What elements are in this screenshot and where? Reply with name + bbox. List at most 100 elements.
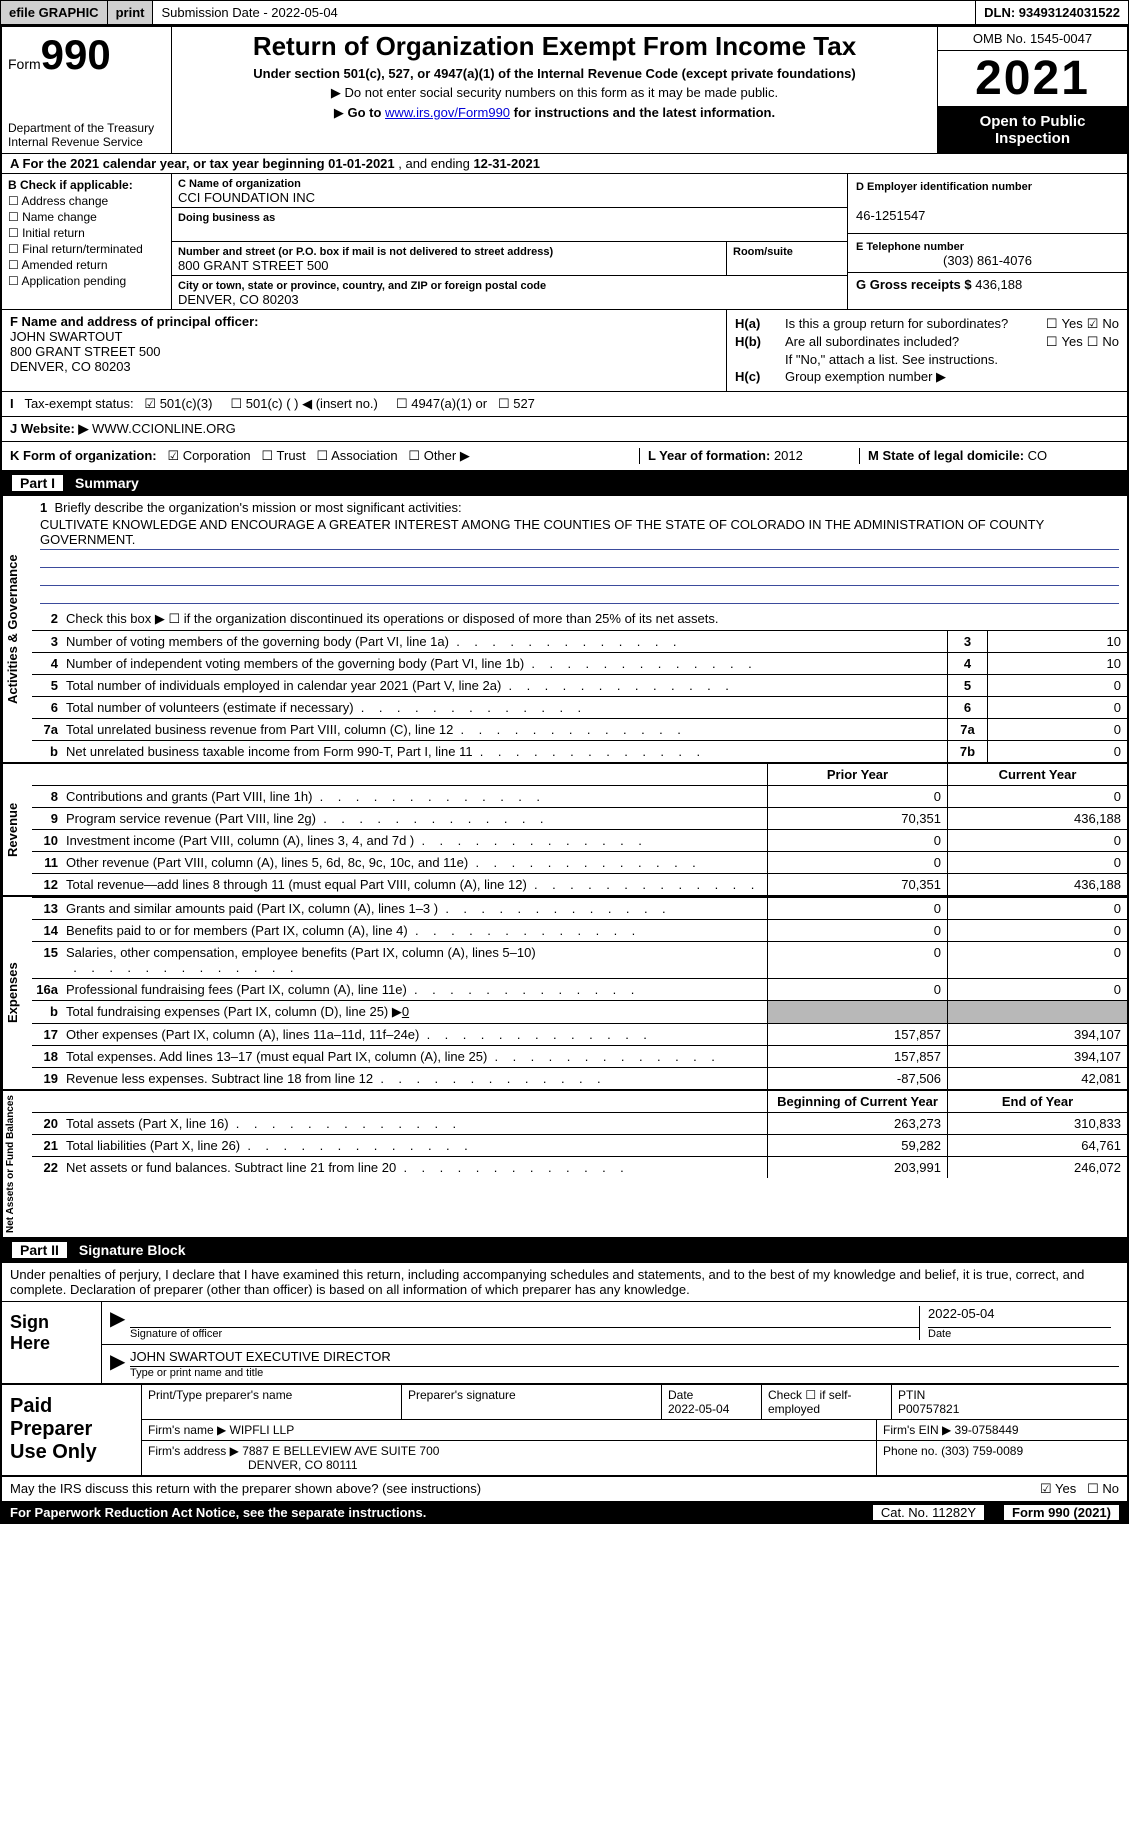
submission-date: Submission Date - 2022-05-04: [153, 1, 976, 24]
chk-other[interactable]: Other ▶: [408, 448, 469, 463]
chk-initial-return[interactable]: Initial return: [8, 226, 165, 240]
part-i-header: Part I Summary: [0, 472, 1129, 496]
col-d-ein: D Employer identification number 46-1251…: [847, 174, 1127, 309]
website: WWW.CCIONLINE.ORG: [88, 421, 235, 436]
chk-501c3[interactable]: 501(c)(3): [144, 396, 212, 411]
telephone: (303) 861-4076: [856, 253, 1119, 268]
efile-topbar: efile GRAPHIC print Submission Date - 20…: [0, 0, 1129, 25]
discuss-no[interactable]: No: [1087, 1481, 1119, 1496]
revenue-section: Revenue Prior Year Current Year 8Contrib…: [0, 764, 1129, 897]
street-address: 800 GRANT STREET 500: [178, 258, 329, 273]
form-header: Form990 Department of the Treasury Inter…: [0, 25, 1129, 153]
discuss-row: May the IRS discuss this return with the…: [0, 1477, 1129, 1503]
col-b-checkboxes: B Check if applicable: Address change Na…: [2, 174, 172, 309]
chk-amended[interactable]: Amended return: [8, 258, 165, 272]
firm-phone: (303) 759-0089: [941, 1444, 1023, 1458]
chk-corporation[interactable]: Corporation: [167, 448, 250, 463]
row-i-tax-status: I Tax-exempt status: 501(c)(3) 501(c) ( …: [0, 391, 1129, 416]
summary-line: 4Number of independent voting members of…: [32, 652, 1127, 674]
row-a-tax-year: A For the 2021 calendar year, or tax yea…: [0, 153, 1129, 173]
net-assets-section: Net Assets or Fund Balances Beginning of…: [0, 1091, 1129, 1239]
form-ref: Form 990 (2021): [1004, 1505, 1119, 1520]
gross-receipts-cell: G Gross receipts $ 436,188: [848, 273, 1127, 296]
form-title: Return of Organization Exempt From Incom…: [182, 31, 927, 62]
col-c-org-info: C Name of organization CCI FOUNDATION IN…: [172, 174, 847, 309]
summary-line: 8Contributions and grants (Part VIII, li…: [32, 785, 1127, 807]
form-footer: For Paperwork Reduction Act Notice, see …: [0, 1503, 1129, 1524]
officer-name-title: JOHN SWARTOUT EXECUTIVE DIRECTOR: [130, 1349, 1119, 1367]
chk-name-change[interactable]: Name change: [8, 210, 165, 224]
tax-year: 2021: [938, 51, 1127, 107]
signature-label: Signature of officer: [130, 1328, 919, 1340]
ein-cell: D Employer identification number 46-1251…: [848, 174, 1127, 234]
summary-line: bNet unrelated business taxable income f…: [32, 740, 1127, 762]
summary-line: 18Total expenses. Add lines 13–17 (must …: [32, 1045, 1127, 1067]
form-990-number: 990: [41, 31, 111, 78]
hb-no[interactable]: No: [1083, 334, 1119, 350]
instructions-link-row: Go to www.irs.gov/Form990 for instructio…: [182, 105, 927, 121]
chk-501c[interactable]: 501(c) ( ) ◀ (insert no.): [231, 396, 378, 411]
ein: 46-1251547: [856, 208, 925, 223]
dba-cell: Doing business as: [172, 208, 847, 242]
firm-address-1: 7887 E BELLEVIEW AVE SUITE 700: [242, 1444, 439, 1458]
ha-no[interactable]: No: [1083, 316, 1119, 332]
revenue-header: Prior Year Current Year: [32, 764, 1127, 785]
paid-preparer-label: Paid Preparer Use Only: [2, 1385, 142, 1475]
ha-yes[interactable]: Yes: [1042, 316, 1083, 332]
hb-yes[interactable]: Yes: [1042, 334, 1083, 350]
summary-line: 9Program service revenue (Part VIII, lin…: [32, 807, 1127, 829]
preparer-date: 2022-05-04: [668, 1402, 729, 1416]
vlabel-net-assets: Net Assets or Fund Balances: [2, 1091, 32, 1237]
open-to-public: Open to Public Inspection: [938, 107, 1127, 153]
chk-association[interactable]: Association: [317, 448, 398, 463]
ssn-notice: Do not enter social security numbers on …: [182, 85, 927, 101]
block-bcd: B Check if applicable: Address change Na…: [0, 173, 1129, 309]
room-suite-label: Room/suite: [733, 246, 793, 258]
gross-receipts: 436,188: [975, 277, 1022, 292]
net-assets-header: Beginning of Current Year End of Year: [32, 1091, 1127, 1112]
summary-line: 13Grants and similar amounts paid (Part …: [32, 897, 1127, 919]
mission-text: CULTIVATE KNOWLEDGE AND ENCOURAGE A GREA…: [40, 515, 1119, 550]
chk-final-return[interactable]: Final return/terminated: [8, 242, 165, 256]
summary-line: 11Other revenue (Part VIII, column (A), …: [32, 851, 1127, 873]
arrow-icon: ▶: [110, 1349, 130, 1379]
summary-line: 15Salaries, other compensation, employee…: [32, 941, 1127, 978]
summary-line: 21Total liabilities (Part X, line 26)59,…: [32, 1134, 1127, 1156]
chk-self-employed[interactable]: Check ☐ if self-employed: [768, 1388, 851, 1416]
vlabel-expenses: Expenses: [2, 897, 32, 1089]
summary-line: 12Total revenue—add lines 8 through 11 (…: [32, 873, 1127, 895]
line-16b: b Total fundraising expenses (Part IX, c…: [32, 1000, 1127, 1023]
col-b-label: B Check if applicable:: [8, 178, 133, 192]
summary-line: 7aTotal unrelated business revenue from …: [32, 718, 1127, 740]
row-k-form-org: K Form of organization: Corporation Trus…: [0, 441, 1129, 472]
catalog-number: Cat. No. 11282Y: [873, 1505, 984, 1520]
row-j-website: J Website: ▶ WWW.CCIONLINE.ORG: [0, 416, 1129, 441]
firm-ein: 39-0758449: [955, 1423, 1019, 1437]
chk-4947[interactable]: 4947(a)(1) or: [396, 396, 487, 411]
org-name-cell: C Name of organization CCI FOUNDATION IN…: [172, 174, 847, 208]
vlabel-revenue: Revenue: [2, 764, 32, 895]
header-left: Form990 Department of the Treasury Inter…: [2, 27, 172, 153]
chk-trust[interactable]: Trust: [262, 448, 306, 463]
summary-line: 14Benefits paid to or for members (Part …: [32, 919, 1127, 941]
summary-line: 20Total assets (Part X, line 16)263,2733…: [32, 1112, 1127, 1134]
irs-link[interactable]: www.irs.gov/Form990: [385, 105, 510, 120]
chk-application-pending[interactable]: Application pending: [8, 274, 165, 288]
discuss-yes[interactable]: Yes: [1040, 1481, 1076, 1496]
summary-line: 5Total number of individuals employed in…: [32, 674, 1127, 696]
org-name: CCI FOUNDATION INC: [178, 190, 315, 205]
address-row: Number and street (or P.O. box if mail i…: [172, 242, 847, 276]
summary-line: 3Number of voting members of the governi…: [32, 630, 1127, 652]
chk-address-change[interactable]: Address change: [8, 194, 165, 208]
form-label: Form: [8, 56, 41, 72]
block-fh: F Name and address of principal officer:…: [0, 309, 1129, 391]
part-ii-header: Part II Signature Block: [0, 1239, 1129, 1263]
city-cell: City or town, state or province, country…: [172, 276, 847, 309]
chk-527[interactable]: 527: [498, 396, 535, 411]
form-number: Form990: [8, 31, 165, 79]
efile-label: efile GRAPHIC: [1, 1, 108, 24]
tax-year-end: 12-31-2021: [473, 156, 540, 171]
vlabel-governance: Activities & Governance: [2, 496, 32, 762]
print-button[interactable]: print: [108, 1, 154, 24]
summary-line: 10Investment income (Part VIII, column (…: [32, 829, 1127, 851]
